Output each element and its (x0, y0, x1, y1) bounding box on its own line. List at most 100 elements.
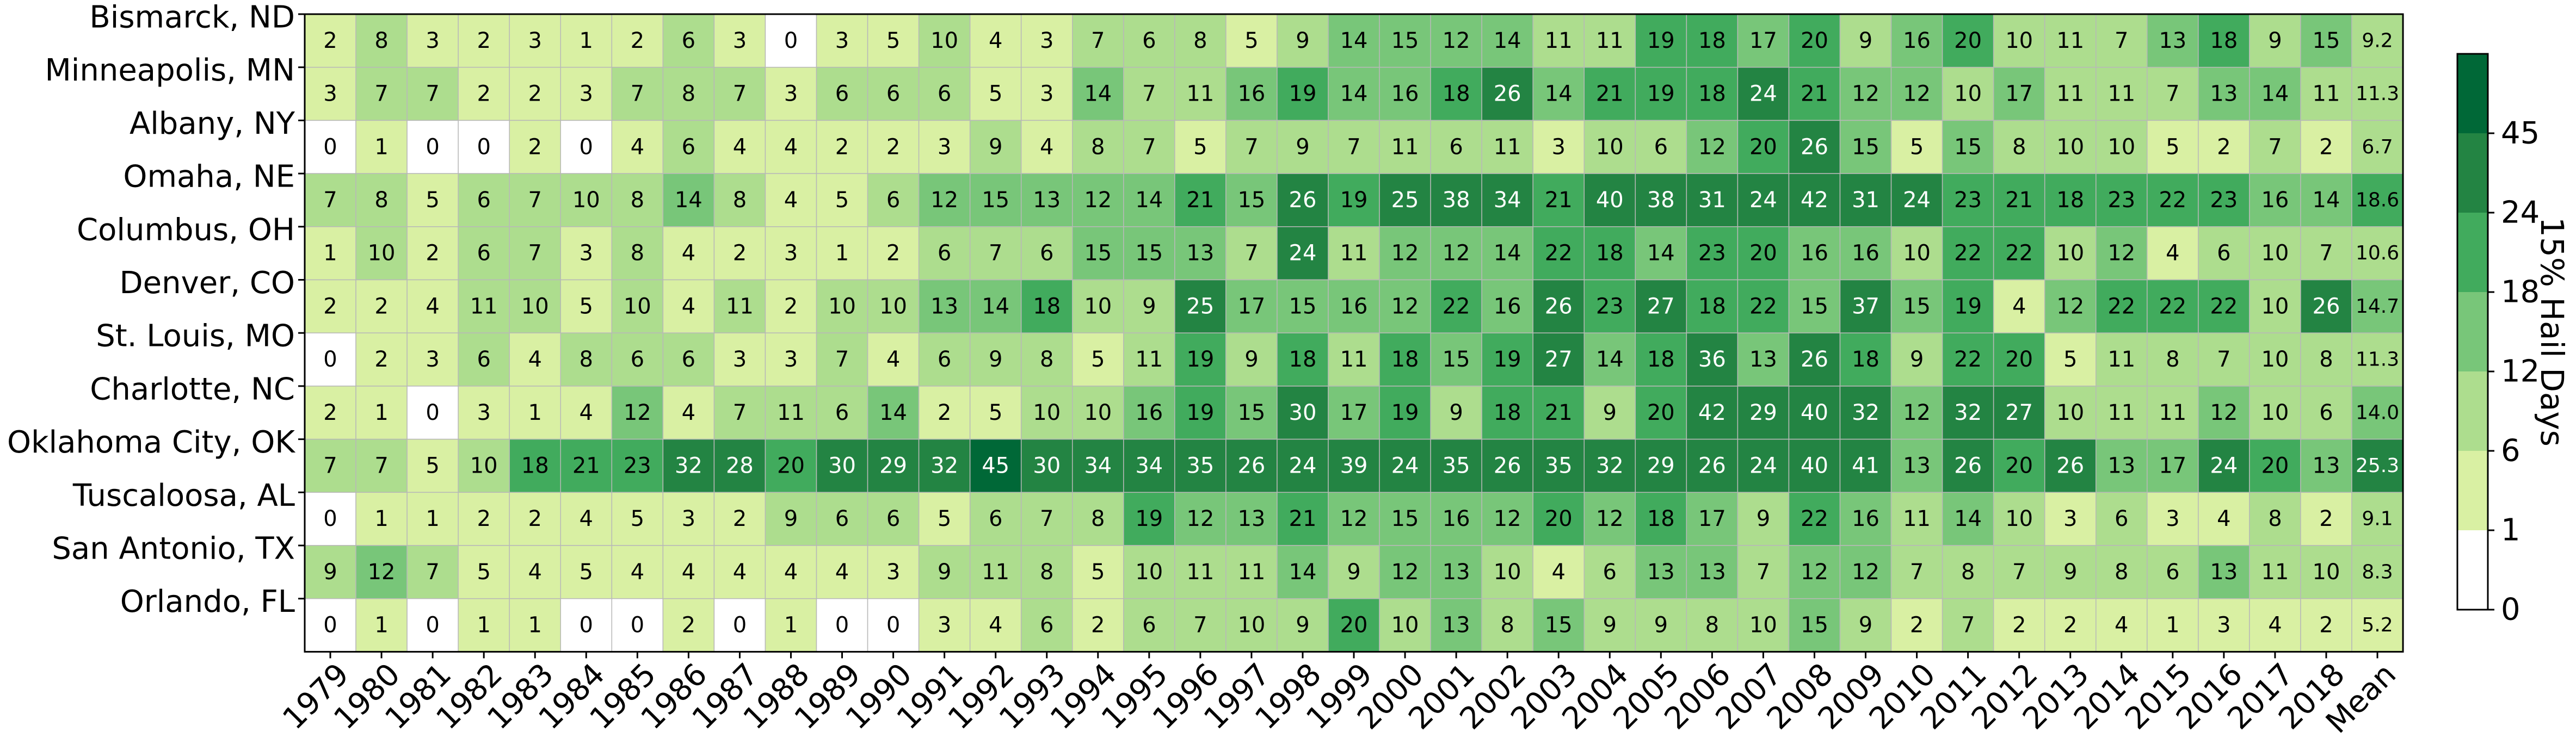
cell-value-label: 14 (1954, 506, 1982, 531)
heatmap-cell (1379, 279, 1431, 333)
heatmap-cell (969, 279, 1022, 333)
cell-value-label: 4 (682, 294, 695, 319)
cell-value-label: 4 (528, 347, 541, 372)
heatmap-cell (765, 386, 817, 440)
cell-value-label: 0 (426, 134, 439, 159)
heatmap-cell (918, 332, 971, 387)
cell-value-label: 11 (1340, 241, 1368, 266)
cell-value-label: 19 (1289, 82, 1317, 107)
cell-value-label: 6 (1040, 241, 1053, 266)
cell-value-label: 7 (835, 347, 849, 372)
heatmap-cell (406, 279, 459, 333)
colorbar-tick-label: 24 (2501, 195, 2540, 231)
heatmap-cell (1583, 598, 1636, 653)
heatmap-cell (1583, 120, 1636, 174)
cell-value-label: 19 (1186, 347, 1214, 372)
cell-value-label: 5 (1091, 347, 1105, 372)
cell-value-label: 26 (1801, 134, 1828, 159)
cell-value-label: 10 (2107, 134, 2135, 159)
cell-value-label: 12 (1186, 506, 1214, 531)
cell-value-label: 38 (1647, 188, 1675, 213)
heatmap-cell (1737, 598, 1790, 653)
cell-value-label: 12 (368, 560, 396, 585)
heatmap-cell (1072, 120, 1124, 174)
cell-value-label: 6 (2115, 506, 2128, 531)
cell-value-label: 8 (2115, 560, 2128, 585)
cell-value-label: 7 (323, 453, 337, 478)
heatmap-cell (406, 598, 459, 653)
cell-value-label: 27 (1647, 294, 1675, 319)
cell-value-label: 40 (1596, 188, 1624, 213)
heatmap-cell (1635, 226, 1687, 281)
cell-value-label: 16 (1443, 506, 1470, 531)
cell-value-label: 23 (2210, 188, 2238, 213)
cell-value-label: 10 (572, 188, 600, 213)
cell-value-label: 19 (1647, 82, 1675, 107)
heatmap-cell (1174, 120, 1227, 174)
heatmap-cell (918, 66, 971, 121)
cell-value-label: 7 (1347, 134, 1360, 159)
heatmap-cell (2300, 279, 2352, 333)
heatmap-cell (662, 279, 715, 333)
heatmap-cell (2147, 598, 2199, 653)
cell-value-label: 12 (1596, 506, 1624, 531)
cell-value-label: 13 (1749, 347, 1777, 372)
cell-value-label: 2 (631, 28, 644, 53)
cell-value-label: 24 (1289, 453, 1317, 478)
colorbar-tick-label: 0 (2501, 592, 2520, 628)
cell-value-label: 3 (1040, 28, 1053, 53)
cell-value-label: 8 (580, 347, 593, 372)
cell-value-label: 8 (1500, 613, 1514, 638)
cell-value-label: 11 (726, 294, 754, 319)
cell-value-label: 2 (733, 506, 747, 531)
cell-value-label: 2 (886, 241, 900, 266)
cell-value-label: 23 (1596, 294, 1624, 319)
heatmap-cell (1583, 492, 1636, 546)
heatmap-cell (509, 66, 562, 121)
cell-value-label: 9 (938, 560, 951, 585)
heatmap-cell (1839, 492, 1892, 546)
cell-value-label: 16 (1340, 294, 1368, 319)
cell-value-label: 21 (1596, 82, 1624, 107)
heatmap-cell (1174, 598, 1227, 653)
cell-value-label: 14 (982, 294, 1009, 319)
cell-value-label: 4 (733, 134, 747, 159)
cell-value-label: 0 (631, 613, 644, 638)
cell-value-label: 20 (1954, 28, 1982, 53)
cell-value-label: 24 (1391, 453, 1419, 478)
heatmap-cell (1123, 545, 1175, 599)
cell-value-label: 23 (624, 453, 651, 478)
heatmap-cell (2300, 492, 2352, 546)
cell-value-label: 18 (1391, 347, 1419, 372)
heatmap-cell (1481, 173, 1533, 227)
cell-value-label: 5 (580, 294, 593, 319)
cell-value-label: 16 (1852, 241, 1879, 266)
cell-value-label: 14 (2313, 188, 2340, 213)
cell-value-label: 2 (1910, 613, 1924, 638)
cell-value-label: 9 (1296, 613, 1309, 638)
heatmap-cell (1430, 173, 1482, 227)
cell-value-label: 7 (1244, 241, 1258, 266)
cell-value-label: 7 (733, 82, 747, 107)
heatmap-cell (611, 386, 664, 440)
heatmap-cell (765, 66, 817, 121)
heatmap-cell (1839, 386, 1892, 440)
heatmap-cell (304, 14, 356, 68)
heatmap-cell (765, 598, 817, 653)
cell-value-label: 20 (2005, 347, 2033, 372)
heatmap-cell (2300, 598, 2352, 653)
cell-value-label: 10 (2261, 347, 2289, 372)
heatmap-cell (2300, 386, 2352, 440)
heatmap-cell (2249, 598, 2301, 653)
cell-value-label: 1 (784, 613, 798, 638)
cell-value-label: 32 (930, 453, 958, 478)
heatmap-cell (1993, 598, 2045, 653)
heatmap-cell (1532, 120, 1585, 174)
cell-value-label: 8 (2012, 134, 2026, 159)
cell-value-label: 11 (1237, 560, 1265, 585)
cell-value-label: 20 (1749, 241, 1777, 266)
cell-value-label: 3 (733, 347, 747, 372)
heatmap-cell (1328, 14, 1380, 68)
heatmap-cell (867, 438, 920, 493)
